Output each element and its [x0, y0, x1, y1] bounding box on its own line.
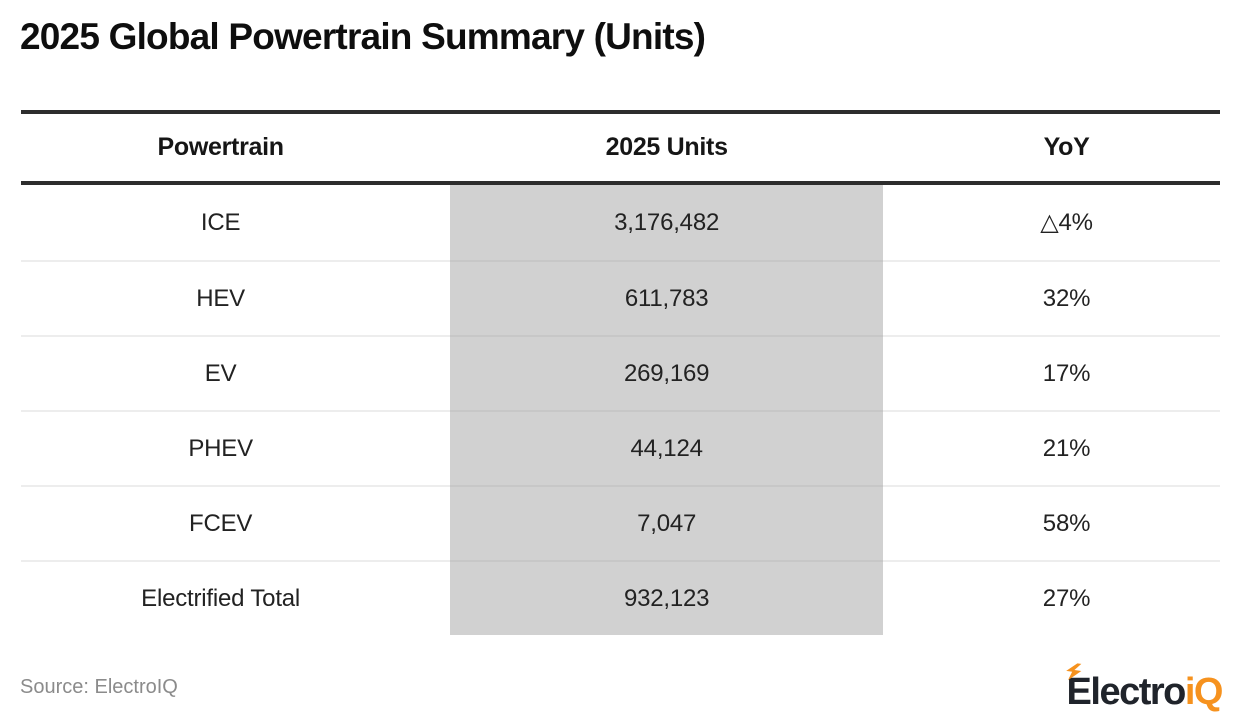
table-row: Electrified Total 932,123 27% [21, 560, 1220, 635]
units-cell: 269,169 [450, 335, 884, 410]
powertrain-cell: PHEV [21, 410, 451, 485]
footer: Source: ElectroIQ ElectroiQ [20, 658, 1224, 716]
yoy-cell: 17% [883, 335, 1220, 410]
yoy-cell: 21% [883, 410, 1220, 485]
lightning-bolt-icon [1065, 663, 1081, 681]
powertrain-table: Powertrain 2025 Units YoY ICE 3,176,482 … [21, 110, 1220, 635]
table-header-row: Powertrain 2025 Units YoY [21, 114, 1220, 185]
source-attribution: Source: ElectroIQ [20, 675, 178, 698]
column-header-yoy: YoY [1043, 133, 1090, 161]
column-header-2025-units: 2025 Units [605, 133, 728, 161]
powertrain-cell: EV [21, 335, 451, 410]
table-row: PHEV 44,124 21% [21, 410, 1220, 485]
page-title: 2025 Global Powertrain Summary (Units) [20, 16, 706, 57]
units-cell: 932,123 [450, 560, 884, 635]
table-row: ICE 3,176,482 △4% [21, 185, 1220, 260]
table-row: FCEV 7,047 58% [21, 485, 1220, 560]
powertrain-cell: FCEV [21, 485, 451, 560]
units-cell: 611,783 [450, 260, 884, 335]
yoy-cell: 32% [883, 260, 1220, 335]
table-body: ICE 3,176,482 △4% HEV 611,783 32% EV 269… [21, 185, 1220, 635]
yoy-cell: 58% [883, 485, 1220, 560]
electroiq-logo: ElectroiQ [1065, 663, 1224, 713]
yoy-cell: △4% [1040, 209, 1093, 236]
powertrain-cell: ICE [200, 208, 241, 236]
table-row: EV 269,169 17% [21, 335, 1220, 410]
table-row: HEV 611,783 32% [21, 260, 1220, 335]
powertrain-cell: Electrified Total [21, 560, 451, 635]
yoy-cell: 27% [883, 560, 1220, 635]
powertrain-cell: HEV [21, 260, 451, 335]
units-cell: 7,047 [450, 485, 884, 560]
units-cell: 44,124 [450, 410, 884, 485]
logo-text-orange: iQ [1184, 671, 1224, 713]
logo-text-dark: Electro [1066, 671, 1187, 713]
column-header-powertrain: Powertrain [157, 133, 285, 161]
units-cell: 3,176,482 [450, 185, 884, 260]
